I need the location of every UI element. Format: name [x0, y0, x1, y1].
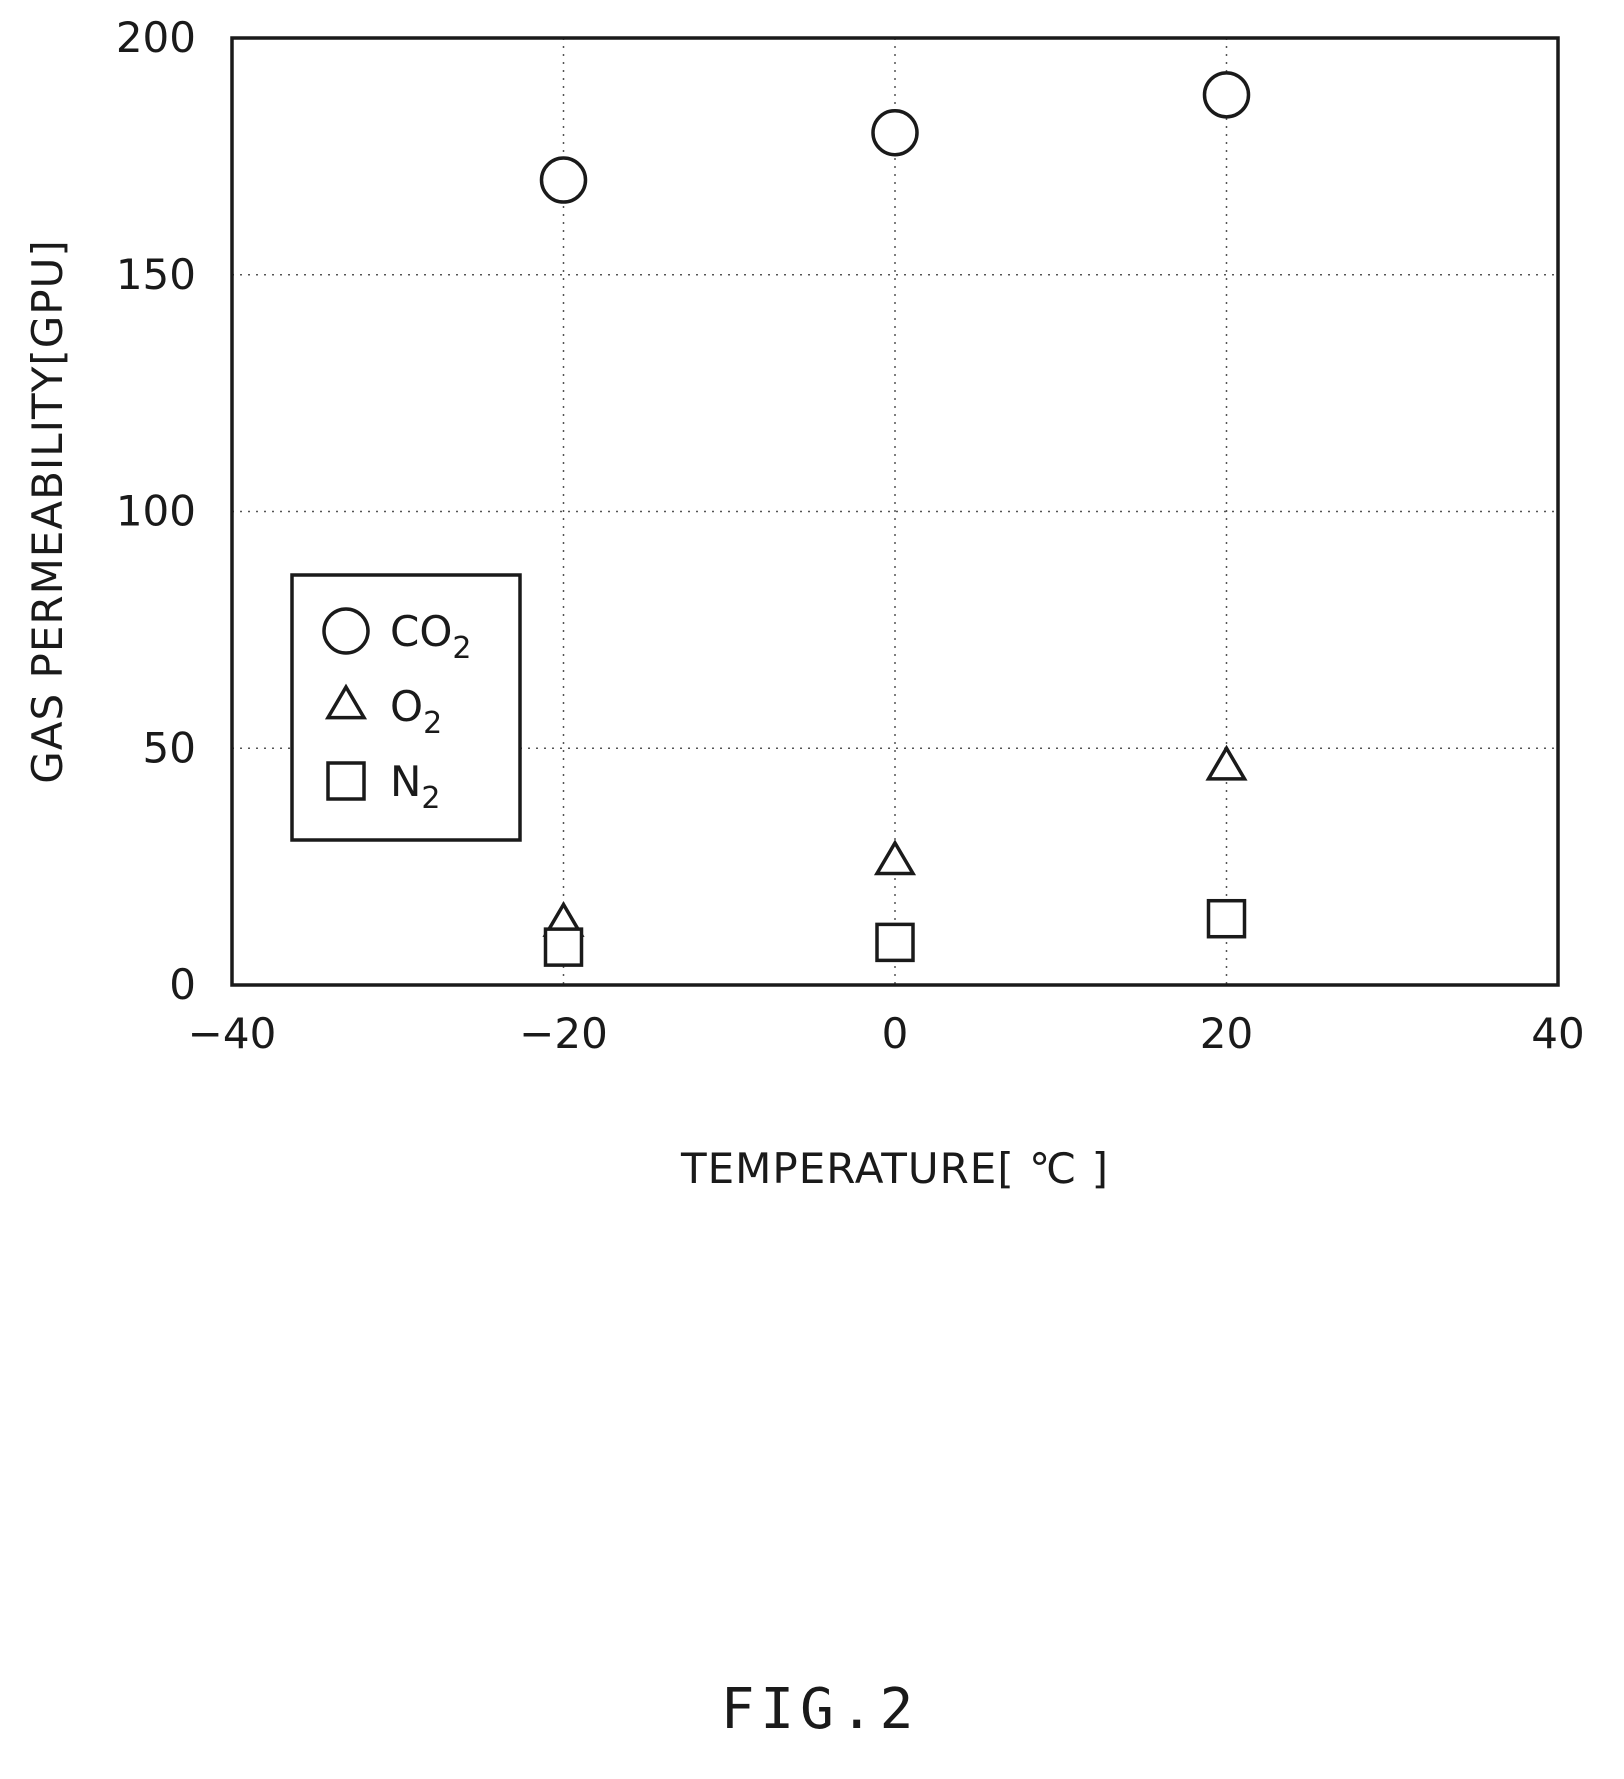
o2-point	[1205, 744, 1248, 781]
x-tick-label: 40	[1531, 1009, 1584, 1058]
n2-point	[543, 927, 584, 967]
data-points	[539, 71, 1251, 967]
y-tick-label: 100	[116, 487, 196, 536]
axis-ticks: −40 −20 0 20 40 0 50 100 150 200	[116, 13, 1585, 1058]
y-tick-label: 200	[116, 13, 196, 62]
y-tick-label: 0	[169, 960, 196, 1009]
figure-caption: FIG.2	[721, 1677, 920, 1742]
n2-point	[875, 922, 915, 963]
o2-point	[873, 839, 917, 876]
legend-o2-label: O2	[390, 682, 442, 741]
co2-point	[871, 108, 919, 157]
co2-point	[539, 156, 588, 204]
y-tick-label: 50	[143, 723, 196, 772]
legend-co2-label: CO2	[390, 607, 471, 666]
x-tick-label: −20	[519, 1009, 608, 1058]
y-axis-title: GAS PERMEABILITY[GPU]	[23, 239, 72, 784]
x-axis-title: TEMPERATURE[ ℃ ]	[680, 1144, 1109, 1193]
grid	[232, 38, 1558, 985]
co2-point	[1202, 71, 1251, 119]
legend-o2-marker	[324, 683, 368, 720]
legend-n2-label: N2	[390, 757, 441, 816]
y-tick-label: 150	[116, 250, 196, 299]
plot-area-frame	[230, 36, 1560, 987]
legend-n2-marker	[326, 761, 366, 801]
n2-point	[1206, 898, 1247, 939]
x-tick-label: 20	[1200, 1009, 1253, 1058]
x-tick-label: −40	[188, 1009, 277, 1058]
legend: CO2 O2 N2	[290, 573, 522, 842]
legend-co2-marker	[322, 607, 370, 655]
x-tick-label: 0	[882, 1009, 909, 1058]
